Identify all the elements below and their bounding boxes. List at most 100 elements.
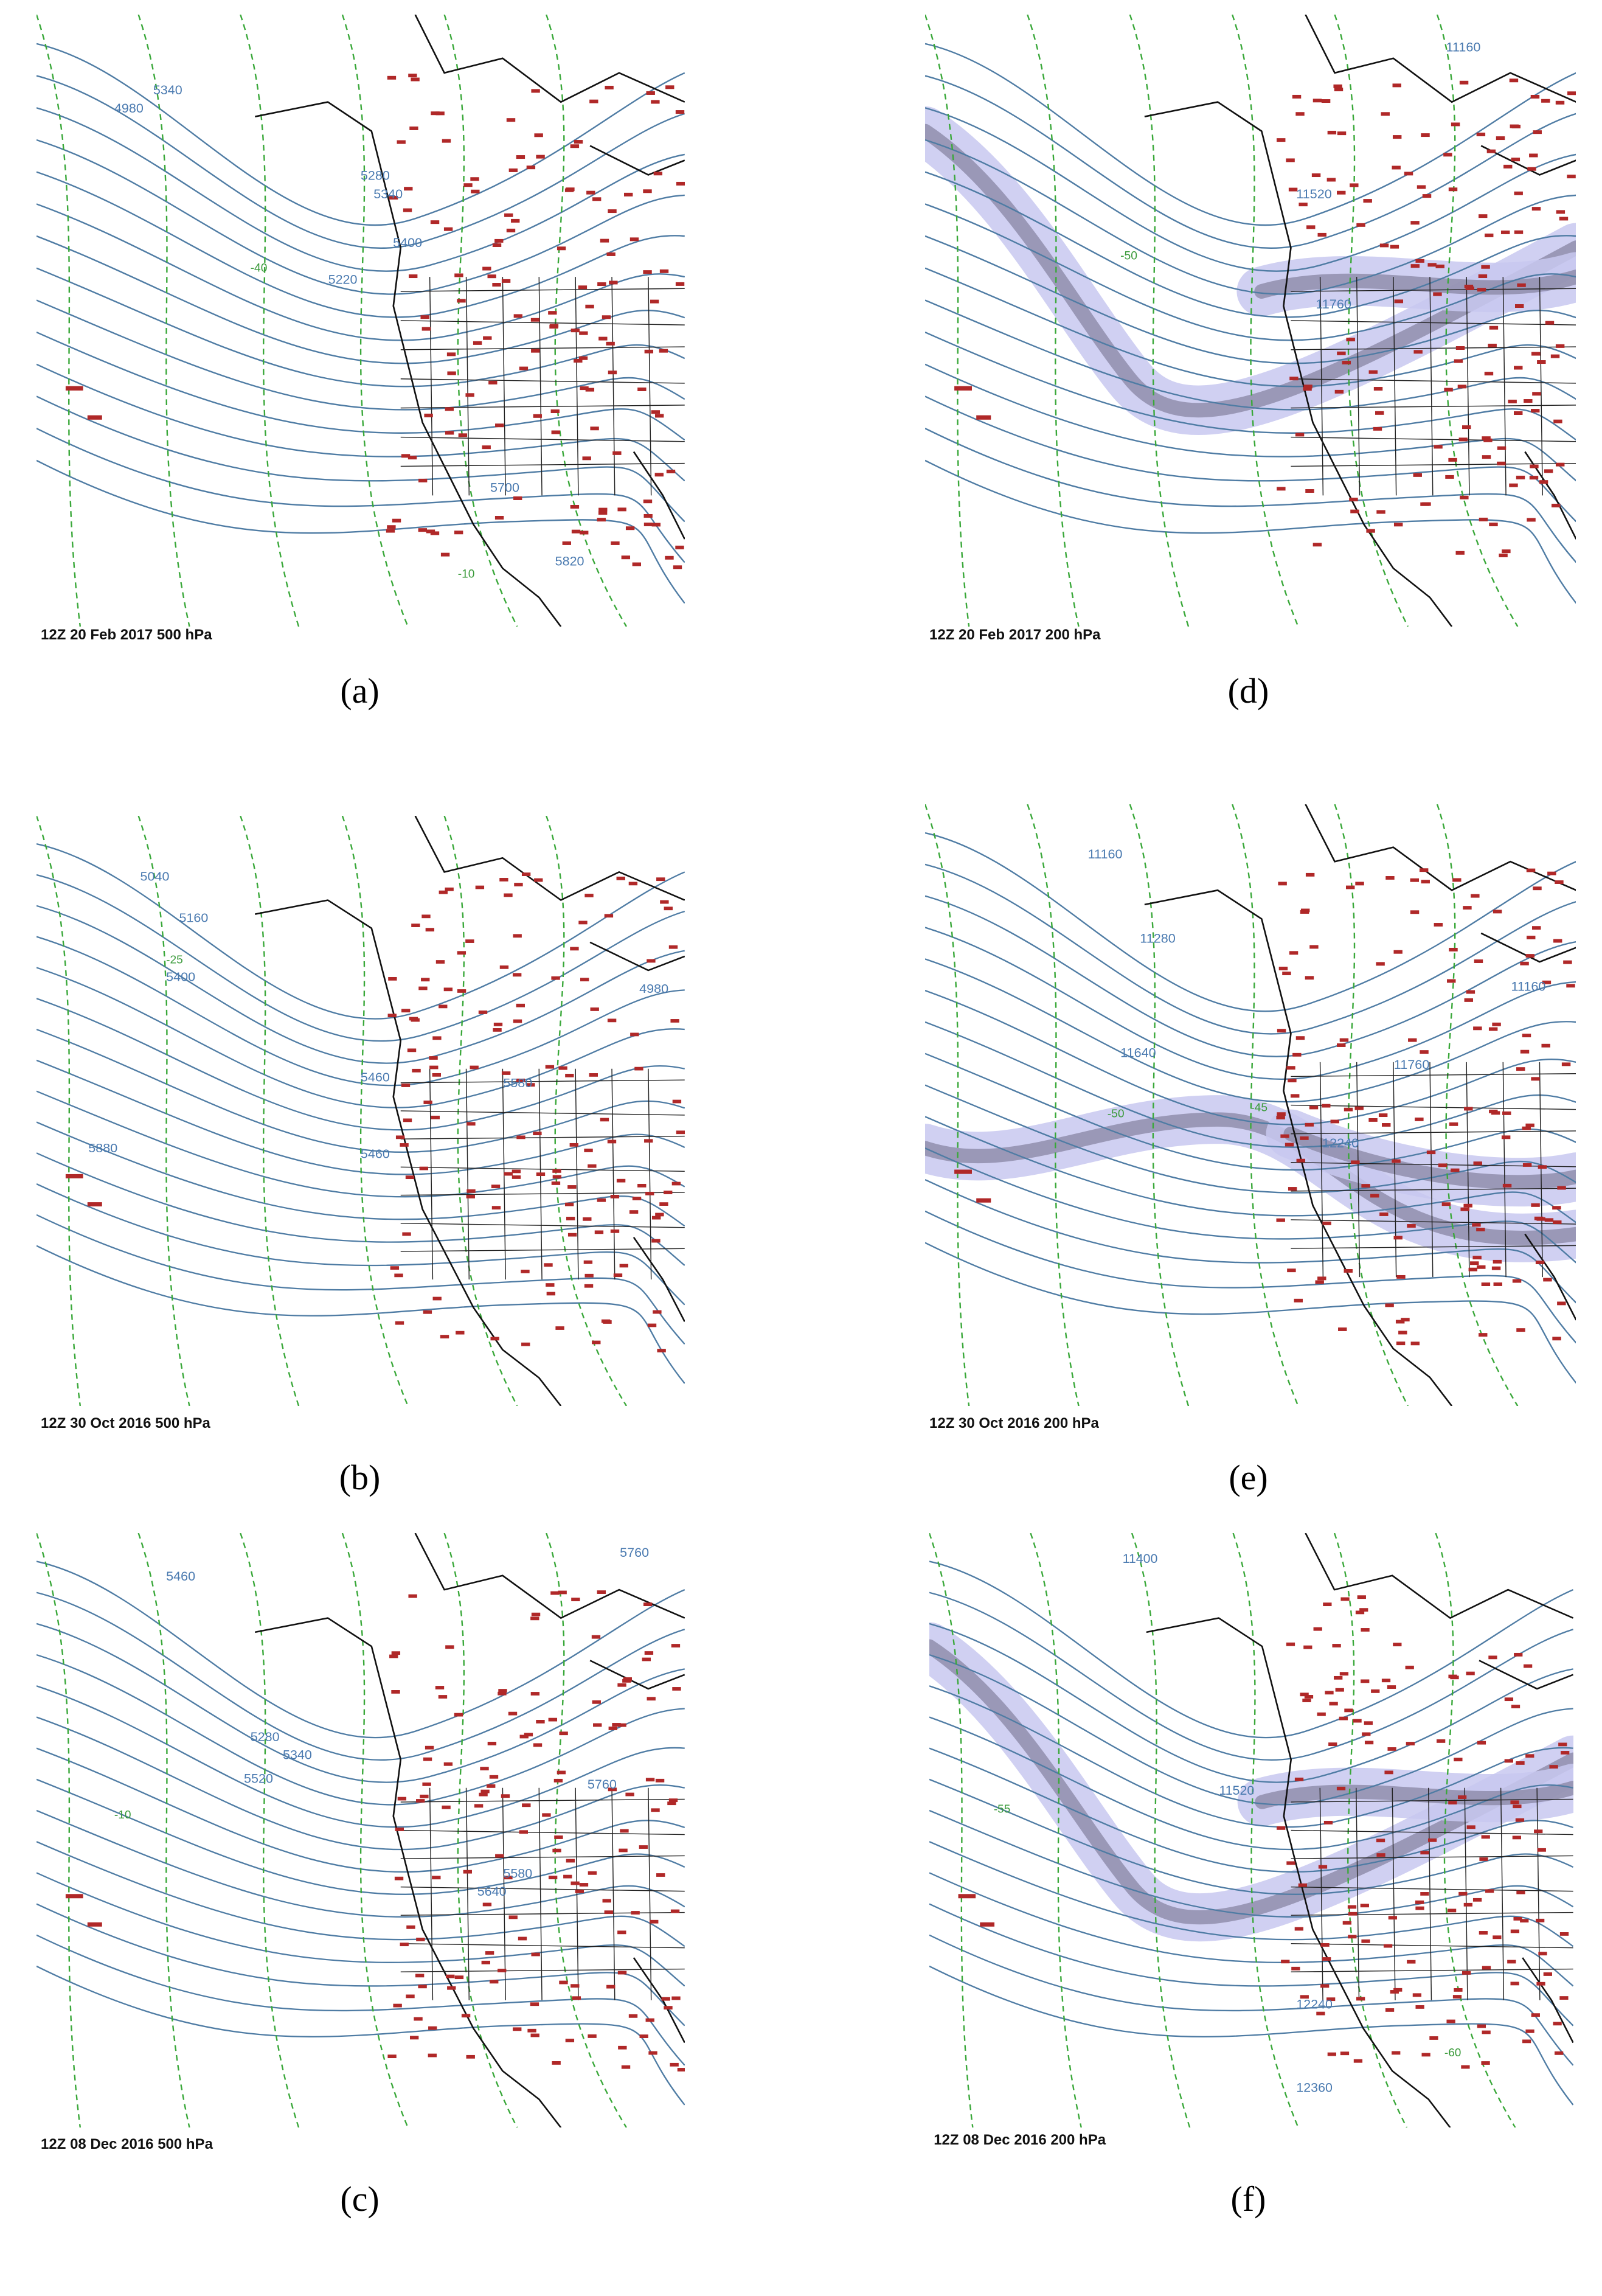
- station-plot: [1312, 543, 1322, 547]
- station-plot: [1322, 1221, 1331, 1225]
- station-plot: [423, 1310, 432, 1314]
- contour-label: -10: [458, 568, 475, 580]
- coastline: [254, 816, 685, 1407]
- station-plot: [1359, 1607, 1368, 1612]
- station-plot: [387, 2054, 397, 2058]
- state-border: [400, 346, 685, 350]
- map-layer: 4980 5340 5280 5340 5400 5220 5700 5820 -40 -10: [36, 14, 685, 627]
- station-plot: [443, 227, 453, 231]
- station-plot: [637, 387, 647, 391]
- station-plot: [415, 1798, 425, 1803]
- station-plot: [1491, 1111, 1500, 1115]
- station-plot: [1348, 1934, 1357, 1938]
- station-plot: [1398, 1331, 1407, 1335]
- station-plot: [506, 118, 516, 122]
- station-plot: [1375, 411, 1384, 415]
- station-plot: [400, 1143, 409, 1147]
- station-plot: [597, 518, 606, 522]
- temperature-contour: [1232, 1532, 1299, 2127]
- station-plot: [597, 282, 606, 286]
- state-border: [465, 1787, 470, 2000]
- state-border: [1356, 1062, 1361, 1278]
- height-contour: [36, 395, 685, 523]
- station-plot: [597, 1198, 606, 1202]
- station-plot: [1392, 165, 1401, 170]
- station-plot: [1379, 243, 1389, 248]
- height-contour: [36, 1685, 685, 1828]
- station-plot: [1479, 1930, 1488, 1935]
- station-plot: [1525, 1123, 1534, 1127]
- station-plot: [1292, 94, 1302, 99]
- station-plot: [1317, 232, 1326, 237]
- height-contour: [929, 1903, 1573, 2026]
- station-plot: [610, 1195, 619, 1198]
- station-plot: [1376, 1852, 1385, 1857]
- height-contour: [36, 1592, 685, 1761]
- station-plot: [655, 1212, 664, 1217]
- station-plot: [546, 1283, 555, 1287]
- station-plot: [1449, 948, 1458, 951]
- jet-core: [1255, 1780, 1573, 1809]
- station-plot: [582, 456, 591, 461]
- jet-core: [924, 1112, 1576, 1245]
- station-plot: [1315, 1280, 1324, 1284]
- station-plot: [87, 1202, 102, 1207]
- station-plot: [1360, 1903, 1369, 1907]
- station-plot: [391, 1689, 400, 1694]
- station-plot: [387, 75, 397, 80]
- station-plot: [394, 1273, 403, 1278]
- station-plot: [1533, 130, 1542, 134]
- station-plot: [1482, 436, 1491, 440]
- station-plot: [482, 266, 491, 271]
- station-plot: [465, 939, 474, 944]
- map-footer: 12Z 30 Oct 2016 200 hPa: [929, 1414, 1099, 1432]
- station-plot: [1286, 158, 1295, 162]
- station-plot: [1448, 187, 1458, 192]
- station-plot: [1376, 962, 1385, 966]
- station-plot: [1553, 2021, 1562, 2025]
- station-plot: [393, 2003, 402, 2008]
- station-plot: [673, 565, 682, 569]
- station-plot: [1276, 1218, 1285, 1222]
- contour-label: 11160: [1511, 979, 1545, 994]
- station-plot: [514, 883, 523, 887]
- state-border: [1291, 1968, 1573, 1972]
- station-plot: [954, 386, 972, 391]
- contour-label: -25: [166, 953, 183, 966]
- station-plot: [1469, 1261, 1479, 1265]
- jet-core: [924, 123, 1576, 418]
- station-plot: [1553, 939, 1562, 943]
- weather-map: 11400 11520 12240 12360 -55 -60: [929, 1532, 1573, 2127]
- station-plot: [606, 341, 615, 346]
- station-plot: [1300, 1692, 1309, 1696]
- station-plot: [394, 1876, 404, 1880]
- station-plot: [645, 1192, 654, 1195]
- station-plot: [653, 1310, 662, 1314]
- height-contour: [36, 331, 685, 441]
- station-plot: [1459, 80, 1469, 85]
- temperature-contour: [443, 1532, 518, 2127]
- station-plot: [1376, 510, 1385, 514]
- station-plot: [1416, 185, 1426, 189]
- station-plot: [1511, 158, 1520, 162]
- state-border: [1291, 378, 1576, 384]
- temperature-contour: [240, 14, 300, 627]
- station-plot: [558, 1066, 567, 1070]
- station-plot: [1449, 1122, 1458, 1126]
- station-plot: [442, 1805, 451, 1809]
- station-plot: [1295, 112, 1305, 116]
- contour-label: -45: [1250, 1102, 1267, 1115]
- station-plot: [579, 1882, 589, 1887]
- state-border: [1356, 277, 1361, 496]
- station-plot: [390, 1266, 399, 1270]
- station-plot: [482, 1902, 491, 1906]
- station-plot: [1459, 495, 1469, 499]
- station-plot: [1525, 2029, 1534, 2033]
- station-plot: [1531, 1077, 1540, 1081]
- station-plot: [659, 349, 668, 353]
- contour-label: 12360: [1296, 2081, 1332, 2095]
- station-plot: [521, 872, 531, 877]
- station-plot: [429, 1065, 439, 1070]
- station-plot: [642, 1657, 651, 1661]
- state-border: [429, 1787, 434, 2000]
